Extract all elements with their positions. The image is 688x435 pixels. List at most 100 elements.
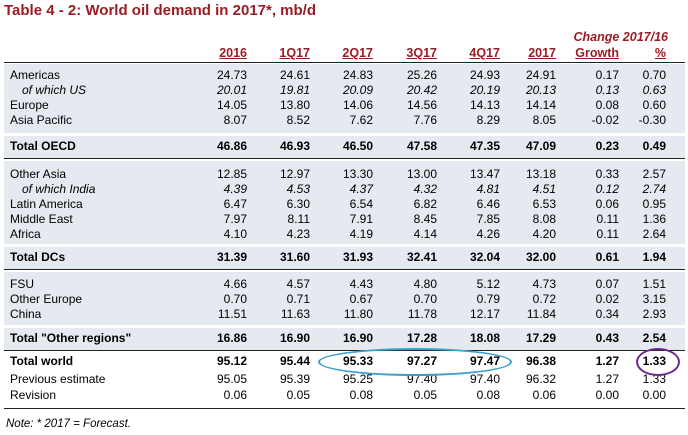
cell-value: 13.30: [342, 167, 373, 181]
cell-value: 18.08: [469, 331, 500, 345]
cell-value: 11.80: [343, 307, 373, 321]
rule-4: [4, 408, 685, 409]
cell-value: 4.39: [223, 182, 247, 196]
cell-value: 1.51: [642, 277, 666, 291]
cell-value: 47.58: [406, 139, 437, 153]
column-header-5: 2017: [528, 46, 556, 60]
cell-value: -0.30: [638, 113, 666, 127]
column-header-0: 2016: [219, 46, 247, 60]
table-row: Other Europe 0.70 0.71 0.67 0.70 0.79 0.72 0.02…: [4, 292, 685, 307]
cell-value: 8.08: [532, 212, 556, 226]
cell-value: 11.51: [217, 307, 247, 321]
table-row: Latin America 6.47 6.30 6.54 6.82 6.46 6.53 0.0…: [4, 197, 685, 212]
cell-value: 47.35: [469, 139, 500, 153]
cell-value: 0.13: [595, 83, 619, 97]
cell-value: 24.83: [342, 68, 373, 82]
cell-value: 95.25: [342, 372, 373, 386]
cell-value: 4.53: [286, 182, 310, 196]
header-rule: [4, 62, 685, 63]
cell-value: 13.00: [406, 167, 437, 181]
cell-value: 16.90: [279, 331, 310, 345]
row-label: Other Asia: [10, 167, 67, 181]
cell-value: 32.00: [525, 250, 556, 264]
table-row: China 11.51 11.63 11.80 11.78 12.17 11.84 0.34 2…: [4, 307, 685, 322]
table-row: Previous estimate 95.05 95.39 95.25 97.40 97.…: [4, 372, 685, 387]
cell-value: 4.51: [532, 182, 556, 196]
cell-value: 0.11: [596, 227, 619, 241]
cell-value: 0.06: [532, 388, 556, 402]
cell-value: 0.70: [413, 292, 437, 306]
cell-value: 0.05: [413, 388, 437, 402]
cell-value: 2.57: [642, 167, 666, 181]
cell-value: 7.62: [349, 113, 373, 127]
cell-value: 8.52: [286, 113, 310, 127]
cell-value: 0.43: [595, 331, 619, 345]
rule-1: [4, 158, 685, 159]
cell-value: 97.40: [469, 372, 500, 386]
cell-value: 8.05: [532, 113, 556, 127]
cell-value: 5.12: [476, 277, 500, 291]
cell-value: 0.12: [595, 182, 619, 196]
cell-value: 16.90: [342, 331, 373, 345]
cell-value: 0.11: [596, 212, 619, 226]
cell-value: 46.93: [279, 139, 310, 153]
cell-value: 0.60: [642, 98, 666, 112]
cell-value: 0.79: [476, 292, 500, 306]
change-header: Change 2017/16: [573, 30, 669, 44]
footnote: Note: * 2017 = Forecast.: [6, 418, 131, 430]
cell-value: 0.71: [286, 292, 310, 306]
highlight-ellipse-percent: [636, 348, 680, 376]
cell-value: 17.28: [406, 331, 437, 345]
column-header-6: Growth: [575, 46, 619, 60]
band-other: [4, 272, 685, 325]
cell-value: 24.73: [216, 68, 247, 82]
row-label: Latin America: [10, 197, 83, 211]
row-label: of which India: [22, 182, 96, 196]
cell-value: 0.63: [642, 83, 666, 97]
cell-value: 20.01: [216, 83, 247, 97]
cell-value: 4.26: [476, 227, 500, 241]
cell-value: 95.12: [216, 354, 247, 368]
row-label: Americas: [10, 68, 61, 82]
cell-value: 24.93: [469, 68, 500, 82]
band-dcs-total: [4, 247, 685, 269]
table-row: Africa 4.10 4.23 4.19 4.14 4.26 4.20 0.11 2.64: [4, 227, 685, 242]
row-label: Africa: [10, 227, 41, 241]
cell-value: 20.13: [525, 83, 556, 97]
cell-value: 6.82: [413, 197, 437, 211]
row-label: Total OECD: [10, 139, 76, 153]
column-header-4: 4Q17: [469, 46, 500, 60]
cell-value: 31.39: [216, 250, 247, 264]
column-header-1: 1Q17: [279, 46, 310, 60]
cell-value: 8.11: [287, 212, 310, 226]
cell-value: 4.81: [476, 182, 500, 196]
cell-value: 95.44: [279, 354, 310, 368]
row-label: Other Europe: [10, 292, 83, 306]
table-row: of which US 20.01 19.81 20.09 20.42 20.19 20.1…: [4, 83, 685, 98]
row-label: Asia Pacific: [10, 113, 73, 127]
cell-value: 0.33: [595, 167, 619, 181]
cell-value: 1.27: [595, 354, 619, 368]
table-row: Middle East 7.97 8.11 7.91 8.45 7.85 8.08 0.11 1…: [4, 212, 685, 227]
cell-value: 46.50: [342, 139, 373, 153]
cell-value: 13.18: [525, 167, 556, 181]
cell-value: 2.54: [642, 331, 666, 345]
cell-value: 14.56: [406, 98, 437, 112]
cell-value: 96.38: [525, 354, 556, 368]
row-label: Middle East: [10, 212, 73, 226]
cell-value: 0.00: [595, 388, 619, 402]
band-other-total: [4, 328, 685, 350]
cell-value: -0.02: [591, 113, 619, 127]
cell-value: 0.05: [286, 388, 310, 402]
cell-value: 25.26: [406, 68, 437, 82]
table-row: Asia Pacific 8.07 8.52 7.62 7.76 8.29 8.05 -0.0…: [4, 113, 685, 128]
cell-value: 14.14: [525, 98, 556, 112]
cell-value: 6.47: [223, 197, 247, 211]
cell-value: 8.29: [476, 113, 500, 127]
band-oecd-total: [4, 136, 685, 158]
column-header-2: 2Q17: [342, 46, 373, 60]
cell-value: 1.36: [642, 212, 666, 226]
cell-value: 12.85: [216, 167, 247, 181]
cell-value: 0.00: [642, 388, 666, 402]
cell-value: 4.66: [223, 277, 247, 291]
